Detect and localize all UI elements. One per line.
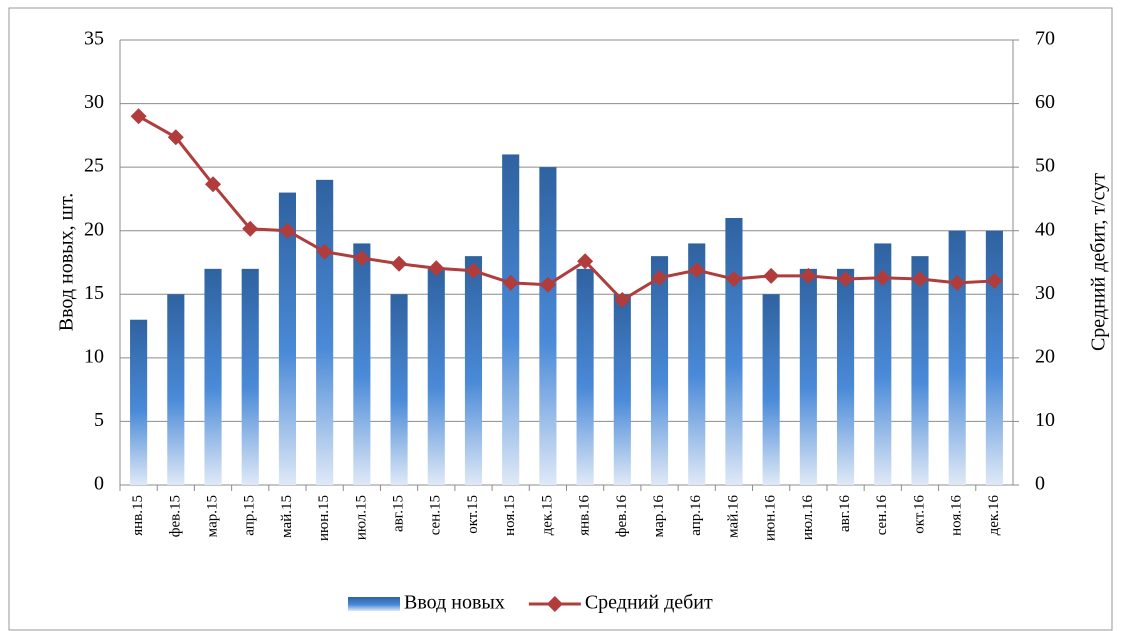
x-tick-label: ноя.15 xyxy=(502,495,518,536)
bar xyxy=(650,256,669,485)
x-tick-label: авг.16 xyxy=(837,495,853,532)
y-tick-label: 20 xyxy=(84,218,104,240)
marker xyxy=(577,253,594,270)
bar xyxy=(762,294,780,485)
y-tick-label: 5 xyxy=(94,409,104,431)
marker xyxy=(837,271,854,288)
x-tick-label: май.15 xyxy=(279,495,295,538)
marker xyxy=(725,271,742,288)
y-tick-label: 30 xyxy=(84,91,104,113)
y-tick-label: 25 xyxy=(84,155,104,177)
y-tick-label: 0 xyxy=(94,473,104,495)
bar xyxy=(241,268,259,485)
x-tick-label: дек.15 xyxy=(539,495,555,535)
marker xyxy=(279,222,296,239)
y2-tick-label: 50 xyxy=(1035,155,1055,177)
y-tick-label: 35 xyxy=(84,28,104,50)
marker xyxy=(874,269,891,286)
x-tick-label: ноя.16 xyxy=(949,495,965,536)
y2-tick-label: 0 xyxy=(1035,473,1045,495)
bar xyxy=(576,268,594,485)
x-tick-label: мар.16 xyxy=(651,495,667,538)
bar xyxy=(948,230,966,485)
bar xyxy=(613,294,631,485)
bar xyxy=(911,256,929,485)
x-tick-label: дек.16 xyxy=(986,495,1002,536)
y-tick-label: 10 xyxy=(84,345,104,367)
marker xyxy=(465,262,482,279)
bar xyxy=(353,243,371,485)
marker xyxy=(614,292,631,309)
bar xyxy=(874,243,892,485)
x-tick-label: янв.15 xyxy=(130,495,146,536)
y2-tick-label: 70 xyxy=(1035,28,1055,50)
x-tick-label: сен.15 xyxy=(428,495,444,535)
bar xyxy=(427,268,445,485)
x-tick-label: окт.16 xyxy=(911,495,927,534)
legend-swatch xyxy=(546,596,563,612)
bar xyxy=(539,167,557,485)
bar xyxy=(502,154,520,485)
marker xyxy=(651,269,668,286)
y2-tick-label: 20 xyxy=(1035,345,1055,367)
y2-tick-label: 60 xyxy=(1035,91,1055,113)
y-tick-label: 15 xyxy=(84,282,104,304)
x-tick-label: фев.15 xyxy=(167,495,183,537)
marker xyxy=(800,267,817,284)
x-tick-label: сен.16 xyxy=(874,495,890,536)
x-tick-label: янв.16 xyxy=(577,495,593,536)
y2-axis-title: Средний дебит, т/сут xyxy=(1088,173,1110,351)
marker xyxy=(242,220,259,237)
y-axis-title: Ввод новых, шт. xyxy=(56,193,78,331)
bar xyxy=(204,268,222,485)
marker xyxy=(130,108,147,125)
y2-tick-label: 10 xyxy=(1035,409,1055,431)
x-tick-label: фев.16 xyxy=(614,495,630,538)
marker xyxy=(539,276,556,293)
bar xyxy=(278,192,296,486)
legend-label: Средний дебит xyxy=(585,592,713,614)
bar xyxy=(799,268,817,485)
bar xyxy=(316,179,334,485)
marker xyxy=(353,250,370,267)
marker xyxy=(502,274,519,291)
bar xyxy=(837,268,855,485)
x-tick-label: апр.16 xyxy=(688,495,704,536)
y2-tick-label: 30 xyxy=(1035,282,1055,304)
bar xyxy=(725,218,743,485)
x-tick-label: июн.16 xyxy=(763,495,779,542)
x-tick-label: июл.15 xyxy=(353,495,369,540)
marker xyxy=(167,129,184,146)
marker xyxy=(911,271,928,288)
marker xyxy=(428,260,445,277)
bar xyxy=(464,256,483,485)
marker xyxy=(205,176,222,193)
x-tick-label: мар.15 xyxy=(204,495,220,537)
bar xyxy=(688,243,706,485)
x-tick-label: май.16 xyxy=(725,495,741,538)
frame xyxy=(8,7,1113,631)
marker xyxy=(949,274,966,291)
marker xyxy=(316,243,333,260)
y2-tick-label: 40 xyxy=(1035,218,1055,240)
bar xyxy=(390,294,408,485)
bar xyxy=(985,230,1003,485)
legend-swatch xyxy=(348,597,400,611)
x-tick-label: авг.15 xyxy=(391,495,407,532)
marker xyxy=(688,262,705,279)
x-tick-label: июл.16 xyxy=(800,495,816,541)
bar xyxy=(167,294,185,485)
marker xyxy=(763,267,780,284)
line xyxy=(137,114,995,302)
x-tick-label: апр.15 xyxy=(242,495,258,536)
x-tick-label: июн.15 xyxy=(316,495,332,541)
bar xyxy=(130,319,148,485)
marker xyxy=(986,272,1003,289)
x-tick-label: окт.15 xyxy=(465,495,481,534)
marker xyxy=(391,255,408,272)
legend-label: Ввод новых xyxy=(404,592,505,614)
